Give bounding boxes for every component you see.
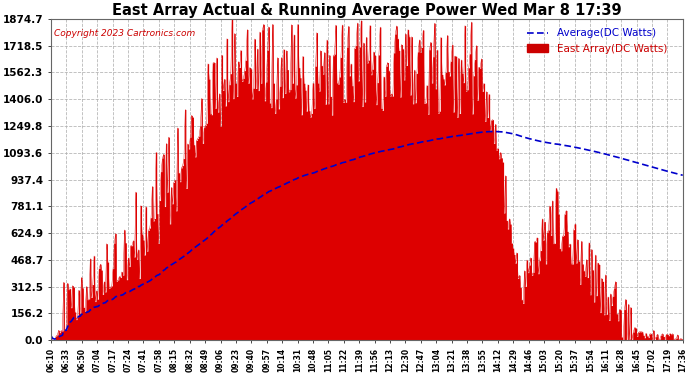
Title: East Array Actual & Running Average Power Wed Mar 8 17:39: East Array Actual & Running Average Powe… bbox=[112, 3, 622, 18]
Text: Copyright 2023 Cartronics.com: Copyright 2023 Cartronics.com bbox=[55, 28, 195, 38]
Legend: Average(DC Watts), East Array(DC Watts): Average(DC Watts), East Array(DC Watts) bbox=[523, 24, 671, 58]
